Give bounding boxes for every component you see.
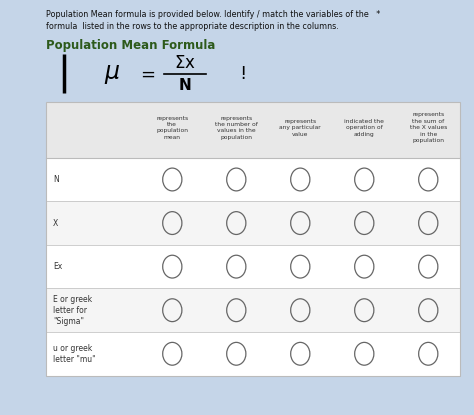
Bar [46,102,460,376]
Bar [46,158,460,201]
Text: Population Mean formula is provided below. Identify / match the variables of the: Population Mean formula is provided belo… [46,10,381,20]
Bar [46,245,460,288]
Bar [46,288,460,332]
Text: X: X [53,219,58,227]
Text: represents
the
population
mean: represents the population mean [156,115,188,140]
Text: represents
the sum of
the X values
in the
population: represents the sum of the X values in th… [410,112,447,143]
Text: !: ! [239,65,246,83]
Bar [46,102,460,158]
Text: N: N [179,78,191,93]
Text: E or greek
letter for
"Sigma": E or greek letter for "Sigma" [53,295,92,326]
Text: represents
the number of
values in the
population: represents the number of values in the p… [215,115,258,140]
Text: Ex: Ex [53,262,62,271]
Text: u or greek
letter "mu": u or greek letter "mu" [53,344,95,364]
Text: represents
any particular
value: represents any particular value [279,119,321,137]
Bar [46,332,460,376]
Text: $\Sigma$x: $\Sigma$x [174,54,196,72]
Text: formula  listed in the rows to the appropriate description in the columns.: formula listed in the rows to the approp… [46,22,339,31]
Bar [46,201,460,245]
Text: $\mu$: $\mu$ [104,62,121,86]
Text: N: N [53,175,59,184]
Text: Population Mean Formula: Population Mean Formula [46,39,216,52]
Text: indicated the
operation of
adding: indicated the operation of adding [344,119,384,137]
Text: $=$: $=$ [137,65,156,83]
